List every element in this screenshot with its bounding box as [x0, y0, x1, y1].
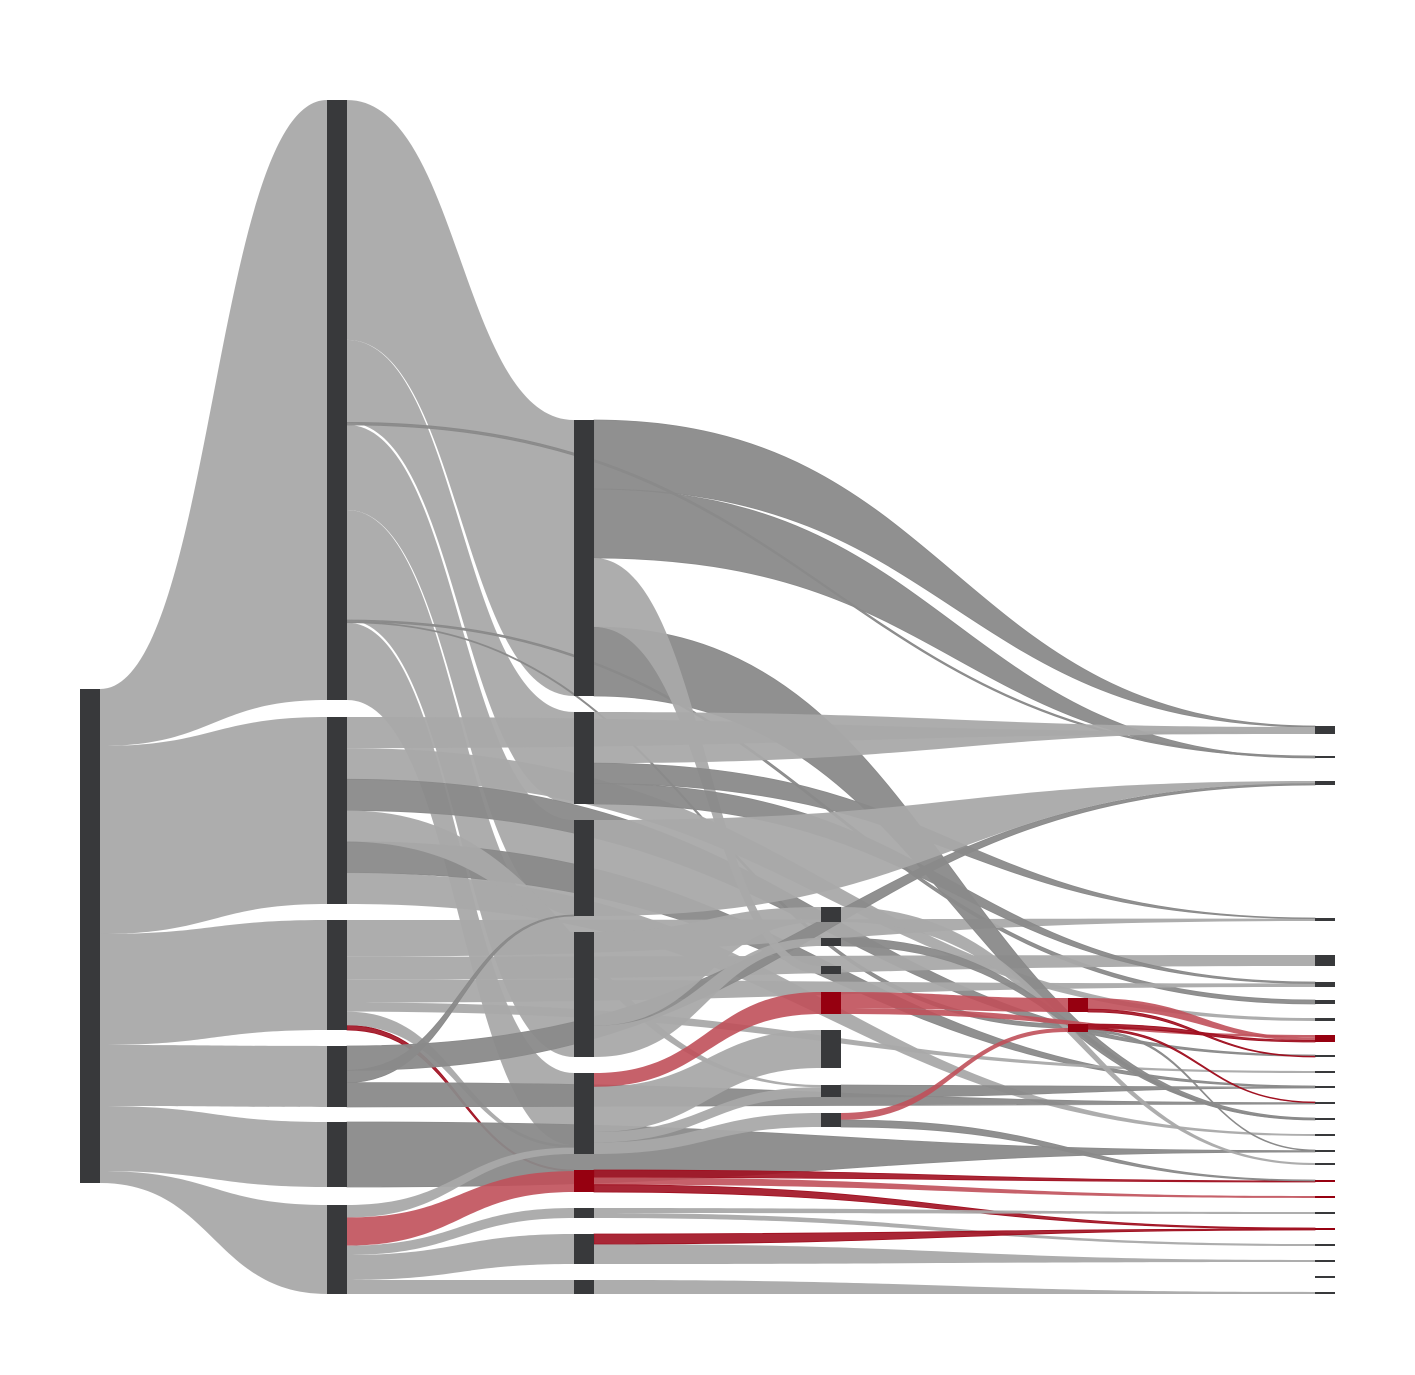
flow-link [594, 712, 1315, 764]
flow-link [840, 1084, 1316, 1098]
sankey-node-e15 [1315, 1134, 1335, 1136]
flow-link [347, 339, 574, 804]
sankey-node-c6 [821, 1085, 841, 1097]
sankey-node-d1 [1068, 998, 1088, 1012]
flow-link [841, 1028, 1068, 1120]
sankey-node-e12 [1315, 1086, 1335, 1088]
sankey-node-a1 [327, 100, 347, 700]
sankey-node-e7 [1315, 1000, 1335, 1004]
sankey-node-d2 [1068, 1024, 1088, 1032]
nodes-layer [80, 100, 1335, 1294]
sankey-node-b6 [574, 1170, 594, 1192]
sankey-node-b8 [574, 1234, 594, 1264]
sankey-node-c5 [821, 1030, 841, 1068]
sankey-node-e8 [1315, 1018, 1335, 1021]
flow-link [594, 558, 821, 974]
sankey-node-b1 [574, 420, 594, 696]
sankey-node-b3 [574, 820, 594, 916]
flow-link [347, 1279, 574, 1294]
sankey-node-a5 [327, 1122, 347, 1187]
sankey-node-e11 [1315, 1071, 1335, 1073]
flow-link [100, 1171, 327, 1294]
flow-link [594, 1208, 1315, 1214]
flow-link [100, 1106, 327, 1187]
flow-link [594, 1244, 1315, 1264]
sankey-node-c7 [821, 1113, 841, 1127]
flow-link [594, 907, 821, 1026]
sankey-node-e5 [1315, 955, 1335, 966]
flow-link [594, 1113, 821, 1154]
sankey-node-c2 [821, 938, 841, 946]
sankey-node-e2 [1315, 756, 1335, 758]
flow-link [347, 100, 574, 696]
sankey-node-b9 [574, 1280, 594, 1294]
sankey-node-b4 [574, 932, 594, 1057]
flow-link [841, 1008, 1315, 1038]
flow-link [594, 1213, 1315, 1246]
sankey-node-c3 [821, 966, 841, 974]
sankey-node-a2 [327, 717, 347, 904]
flow-link [100, 920, 327, 1045]
sankey-node-b7 [574, 1208, 594, 1218]
sankey-node-e25 [1315, 1292, 1335, 1294]
flow-link [594, 1177, 1315, 1198]
flow-link [841, 992, 1068, 1012]
sankey-node-e10 [1315, 1055, 1335, 1057]
sankey-node-e17 [1315, 1163, 1335, 1165]
flow-link [594, 1280, 1315, 1294]
flow-link [594, 1030, 821, 1133]
flow-link [347, 1011, 574, 1148]
flow-link [594, 1087, 821, 1143]
sankey-node-e16 [1315, 1150, 1335, 1152]
flow-link [347, 1208, 574, 1255]
flow-link [841, 907, 1315, 1165]
flow-link [347, 1147, 574, 1218]
sankey-node-e4 [1315, 918, 1335, 921]
sankey-node-a4 [327, 1046, 347, 1107]
flow-link [594, 992, 821, 1087]
sankey-node-e20 [1315, 1212, 1335, 1214]
sankey-node-e13 [1315, 1102, 1335, 1104]
flow-link [347, 1171, 574, 1246]
flow-link [347, 424, 574, 916]
sankey-node-e18 [1315, 1180, 1335, 1182]
sankey-node-e6 [1315, 982, 1335, 987]
sankey-node-e22 [1315, 1244, 1335, 1246]
sankey-node-n0 [80, 689, 100, 1183]
sankey-node-a6 [327, 1205, 347, 1294]
flow-link [1088, 998, 1315, 1041]
sankey-node-a3 [327, 920, 347, 1030]
sankey-node-c1 [821, 907, 841, 922]
flow-link [100, 717, 327, 934]
flow-link [594, 938, 821, 1057]
sankey-node-e23 [1315, 1260, 1335, 1262]
sankey-node-e14 [1315, 1118, 1335, 1120]
flow-link [593, 1228, 1316, 1245]
links-layer [100, 100, 1316, 1294]
flow-link [347, 1234, 574, 1280]
sankey-node-b5 [574, 1073, 594, 1154]
flow-link [594, 781, 1315, 916]
sankey-node-e21 [1315, 1228, 1335, 1230]
sankey-node-b2 [574, 712, 594, 804]
flow-link [100, 1045, 327, 1107]
sankey-node-e19 [1315, 1196, 1335, 1198]
flow-link [100, 100, 327, 746]
sankey-node-c4 [821, 992, 841, 1014]
sankey-node-e9 [1315, 1035, 1335, 1042]
sankey-node-e24 [1315, 1276, 1335, 1278]
sankey-node-e3 [1315, 781, 1335, 785]
sankey-node-e1 [1315, 726, 1335, 734]
